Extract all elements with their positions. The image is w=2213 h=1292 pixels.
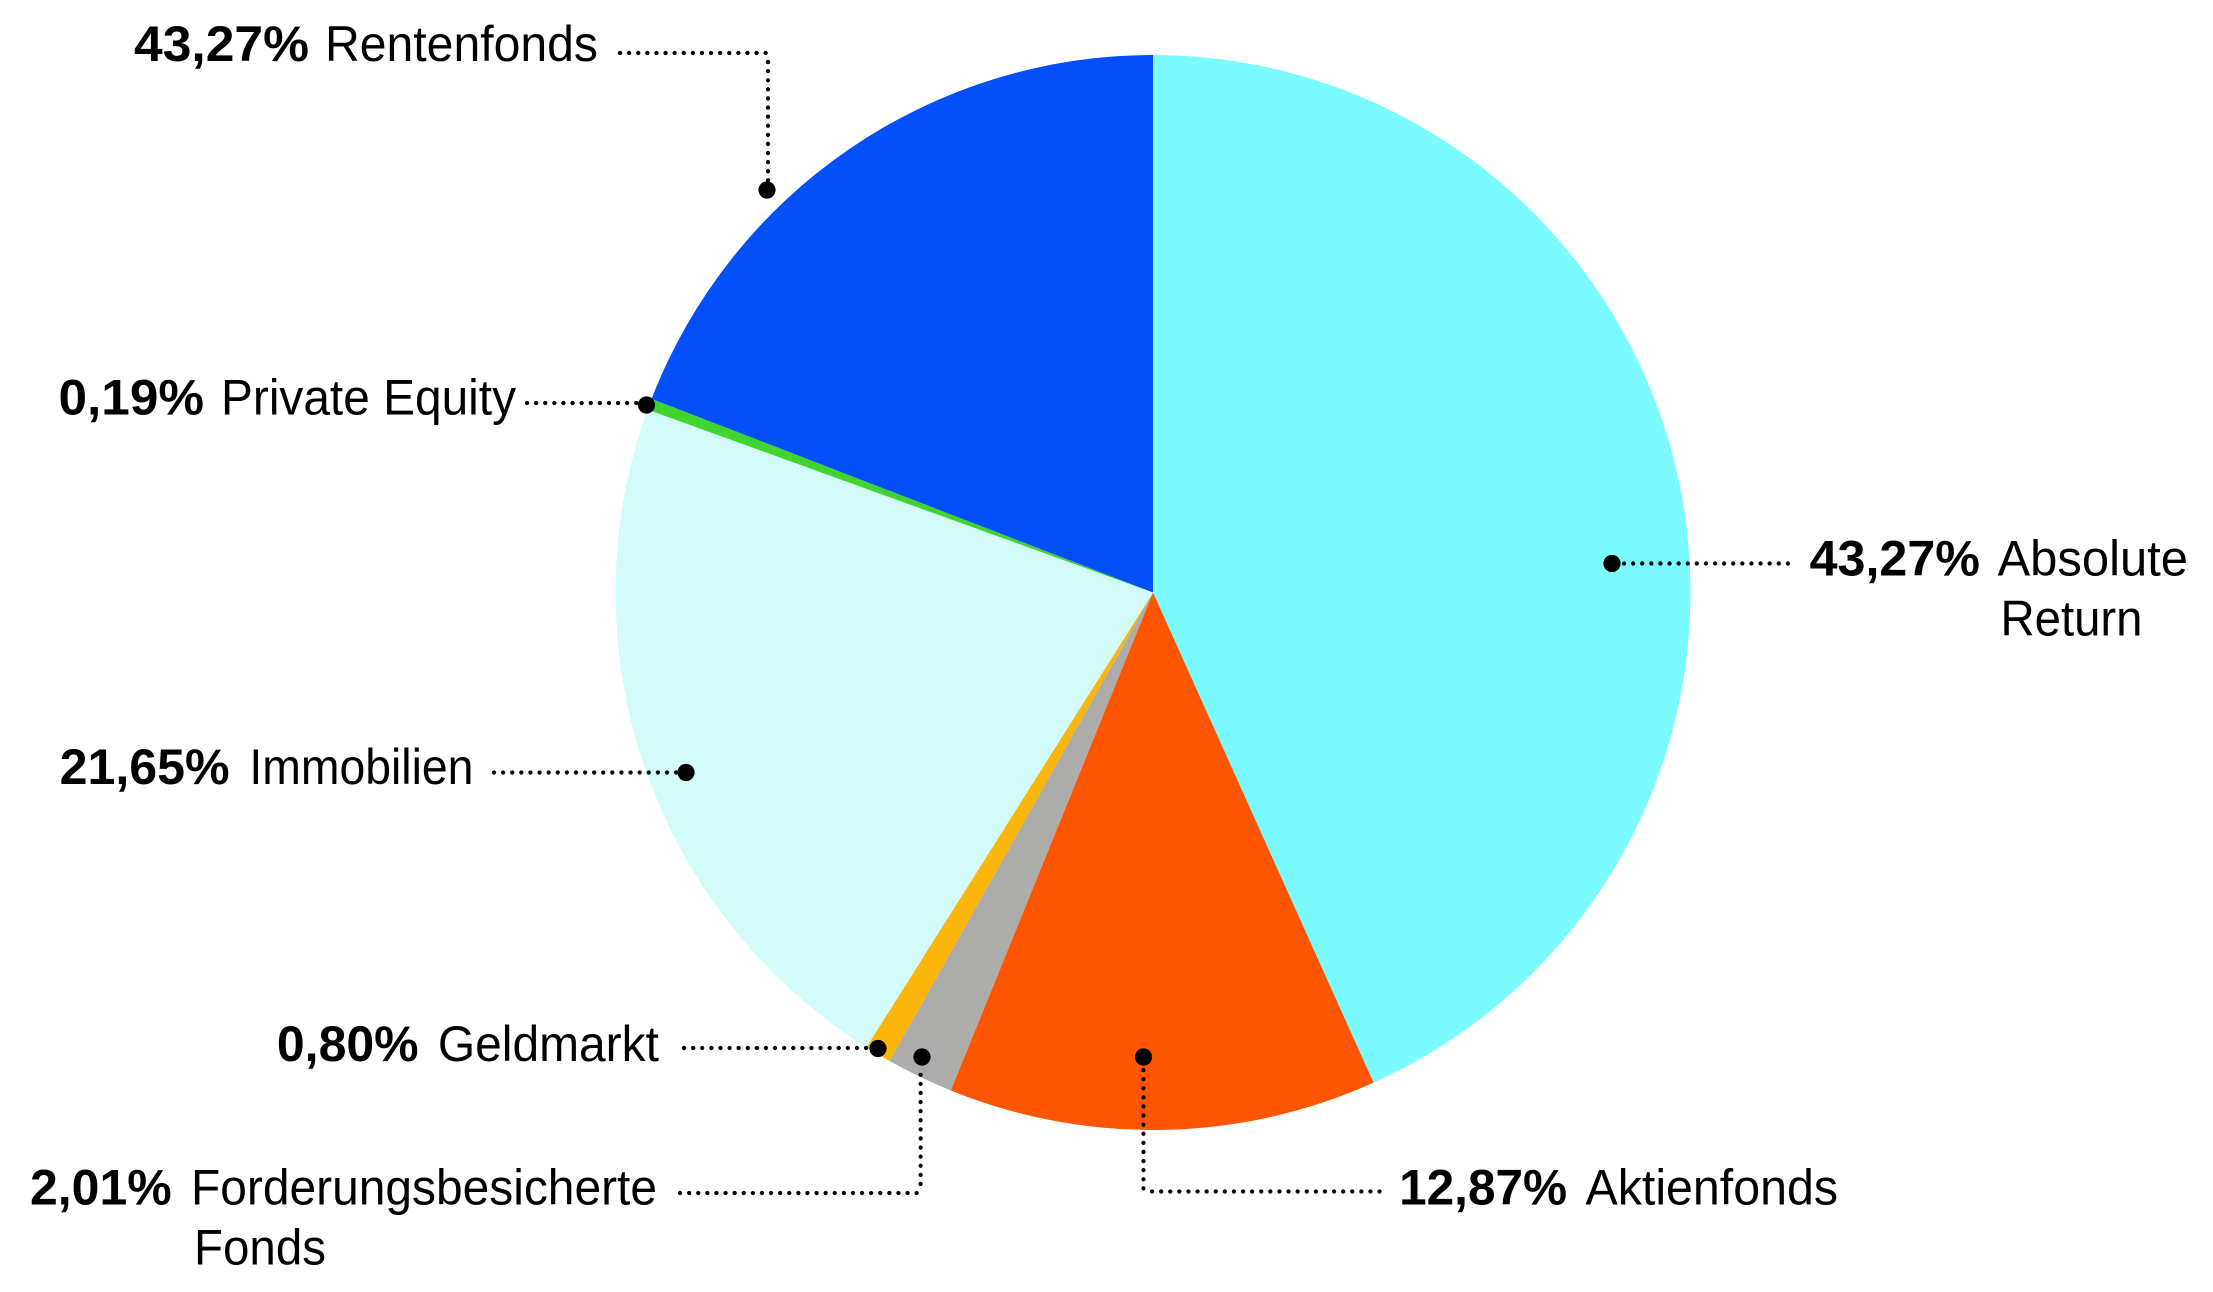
svg-text:Immobilien: Immobilien <box>249 739 473 795</box>
svg-text:0,19%: 0,19% <box>59 369 205 425</box>
svg-text:Fonds: Fonds <box>194 1220 326 1276</box>
svg-text:Geldmarkt: Geldmarkt <box>438 1016 659 1072</box>
svg-text:12,87%: 12,87% <box>1399 1160 1567 1216</box>
svg-text:Aktienfonds: Aktienfonds <box>1586 1160 1839 1216</box>
svg-text:Private Equity: Private Equity <box>221 369 516 425</box>
svg-text:2,01%: 2,01% <box>30 1159 172 1215</box>
svg-text:0,80%: 0,80% <box>277 1016 419 1072</box>
svg-text:21,65%: 21,65% <box>60 739 230 795</box>
svg-text:Rentenfonds: Rentenfonds <box>325 16 598 72</box>
svg-text:Absolute: Absolute <box>1998 531 2189 587</box>
svg-text:Return: Return <box>2001 591 2143 647</box>
svg-text:43,27%: 43,27% <box>134 16 309 72</box>
svg-text:43,27%: 43,27% <box>1810 531 1980 587</box>
svg-text:Forderungsbesicherte: Forderungsbesicherte <box>191 1159 657 1215</box>
